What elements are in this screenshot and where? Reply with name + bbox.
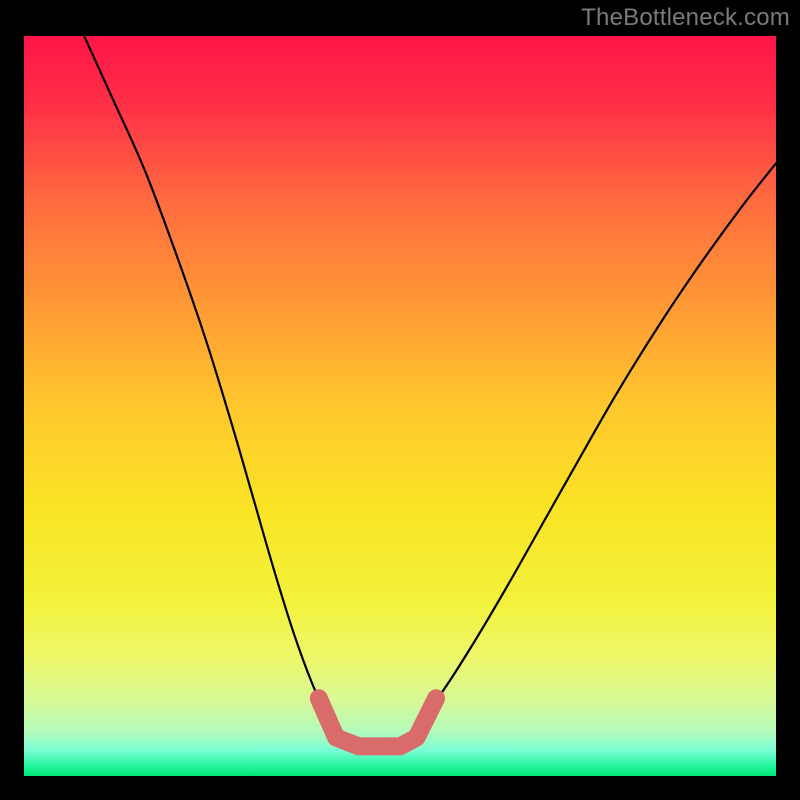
bottleneck-chart	[0, 0, 800, 800]
watermark-text: TheBottleneck.com	[581, 4, 790, 32]
plot-area	[24, 36, 776, 776]
chart-stage: TheBottleneck.com	[0, 0, 800, 800]
